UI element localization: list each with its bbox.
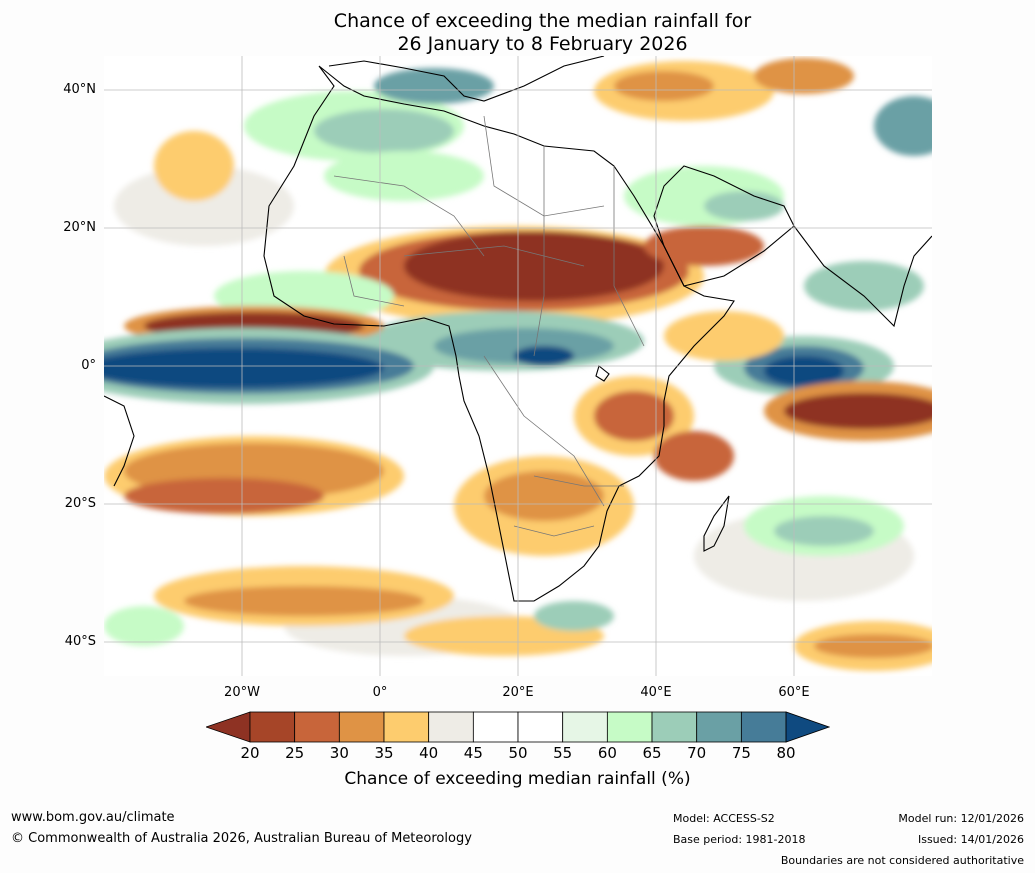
footer-model: Model: ACCESS-S2: [673, 812, 775, 825]
colorbar-segment: [740, 711, 787, 743]
coastlines: [104, 56, 932, 602]
colorbar-tick-label: 65: [642, 744, 662, 762]
colorbar-segment: [428, 711, 474, 743]
colorbar-extend-low: [206, 711, 251, 743]
map-canvas: [104, 56, 932, 676]
colorbar: [206, 711, 830, 743]
colorbar-segment: [606, 711, 653, 743]
title-line-1: Chance of exceeding the median rainfall …: [333, 10, 752, 32]
country-boundaries: [333, 115, 645, 537]
footer-website[interactable]: www.bom.gov.au/climate: [11, 810, 175, 825]
colorbar-tick-label: 50: [508, 744, 528, 762]
colorbar-tick-label: 25: [285, 744, 305, 762]
colorbar-tick-label: 20: [240, 744, 260, 762]
lat-label-20n: 20°N: [63, 220, 96, 235]
lon-label-20e: 20°E: [502, 685, 534, 700]
lat-label-40n: 40°N: [63, 82, 96, 97]
colorbar-tick-label: 35: [374, 744, 394, 762]
graticule: [104, 56, 932, 676]
colorbar-segment: [249, 711, 296, 743]
colorbar-segment: [338, 711, 385, 743]
lon-label-40e: 40°E: [640, 685, 672, 700]
colorbar-segment: [562, 711, 608, 743]
colorbar-tick-label: 80: [776, 744, 796, 762]
footer-disclaimer: Boundaries are not considered authoritat…: [780, 854, 1024, 867]
footer-model-run: Model run: 12/01/2026: [898, 812, 1024, 825]
lon-label-60e: 60°E: [778, 685, 810, 700]
colorbar-extend-high: [785, 711, 830, 743]
colorbar-segment: [472, 711, 519, 743]
colorbar-segment: [517, 711, 564, 743]
lat-label-0: 0°: [81, 358, 96, 373]
title-line-2: 26 January to 8 February 2026: [397, 33, 688, 55]
footer-issued: Issued: 14/01/2026: [917, 833, 1024, 846]
colorbar-tick-label: 40: [419, 744, 439, 762]
colorbar-tick-label: 70: [687, 744, 707, 762]
map-title: Chance of exceeding the median rainfall …: [0, 10, 1035, 56]
rainfall-map: [104, 56, 932, 676]
colorbar-label: Chance of exceeding median rainfall (%): [344, 769, 691, 789]
lon-label-20w: 20°W: [224, 685, 260, 700]
lat-label-40s: 40°S: [64, 634, 96, 649]
colorbar-tick-label: 60: [597, 744, 617, 762]
colorbar-tick-label: 55: [553, 744, 573, 762]
colorbar-tick-label: 75: [731, 744, 751, 762]
lon-label-0: 0°: [372, 685, 388, 700]
colorbar-tick-label: 45: [463, 744, 483, 762]
colorbar-segment: [383, 711, 430, 743]
lat-label-20s: 20°S: [64, 496, 96, 511]
colorbar-tick-label: 30: [329, 744, 349, 762]
colorbar-segment: [696, 711, 742, 743]
footer-base-period: Base period: 1981-2018: [673, 833, 806, 846]
footer-copyright: © Commonwealth of Australia 2026, Austra…: [11, 831, 472, 846]
colorbar-segment: [651, 711, 698, 743]
colorbar-segment: [294, 711, 340, 743]
